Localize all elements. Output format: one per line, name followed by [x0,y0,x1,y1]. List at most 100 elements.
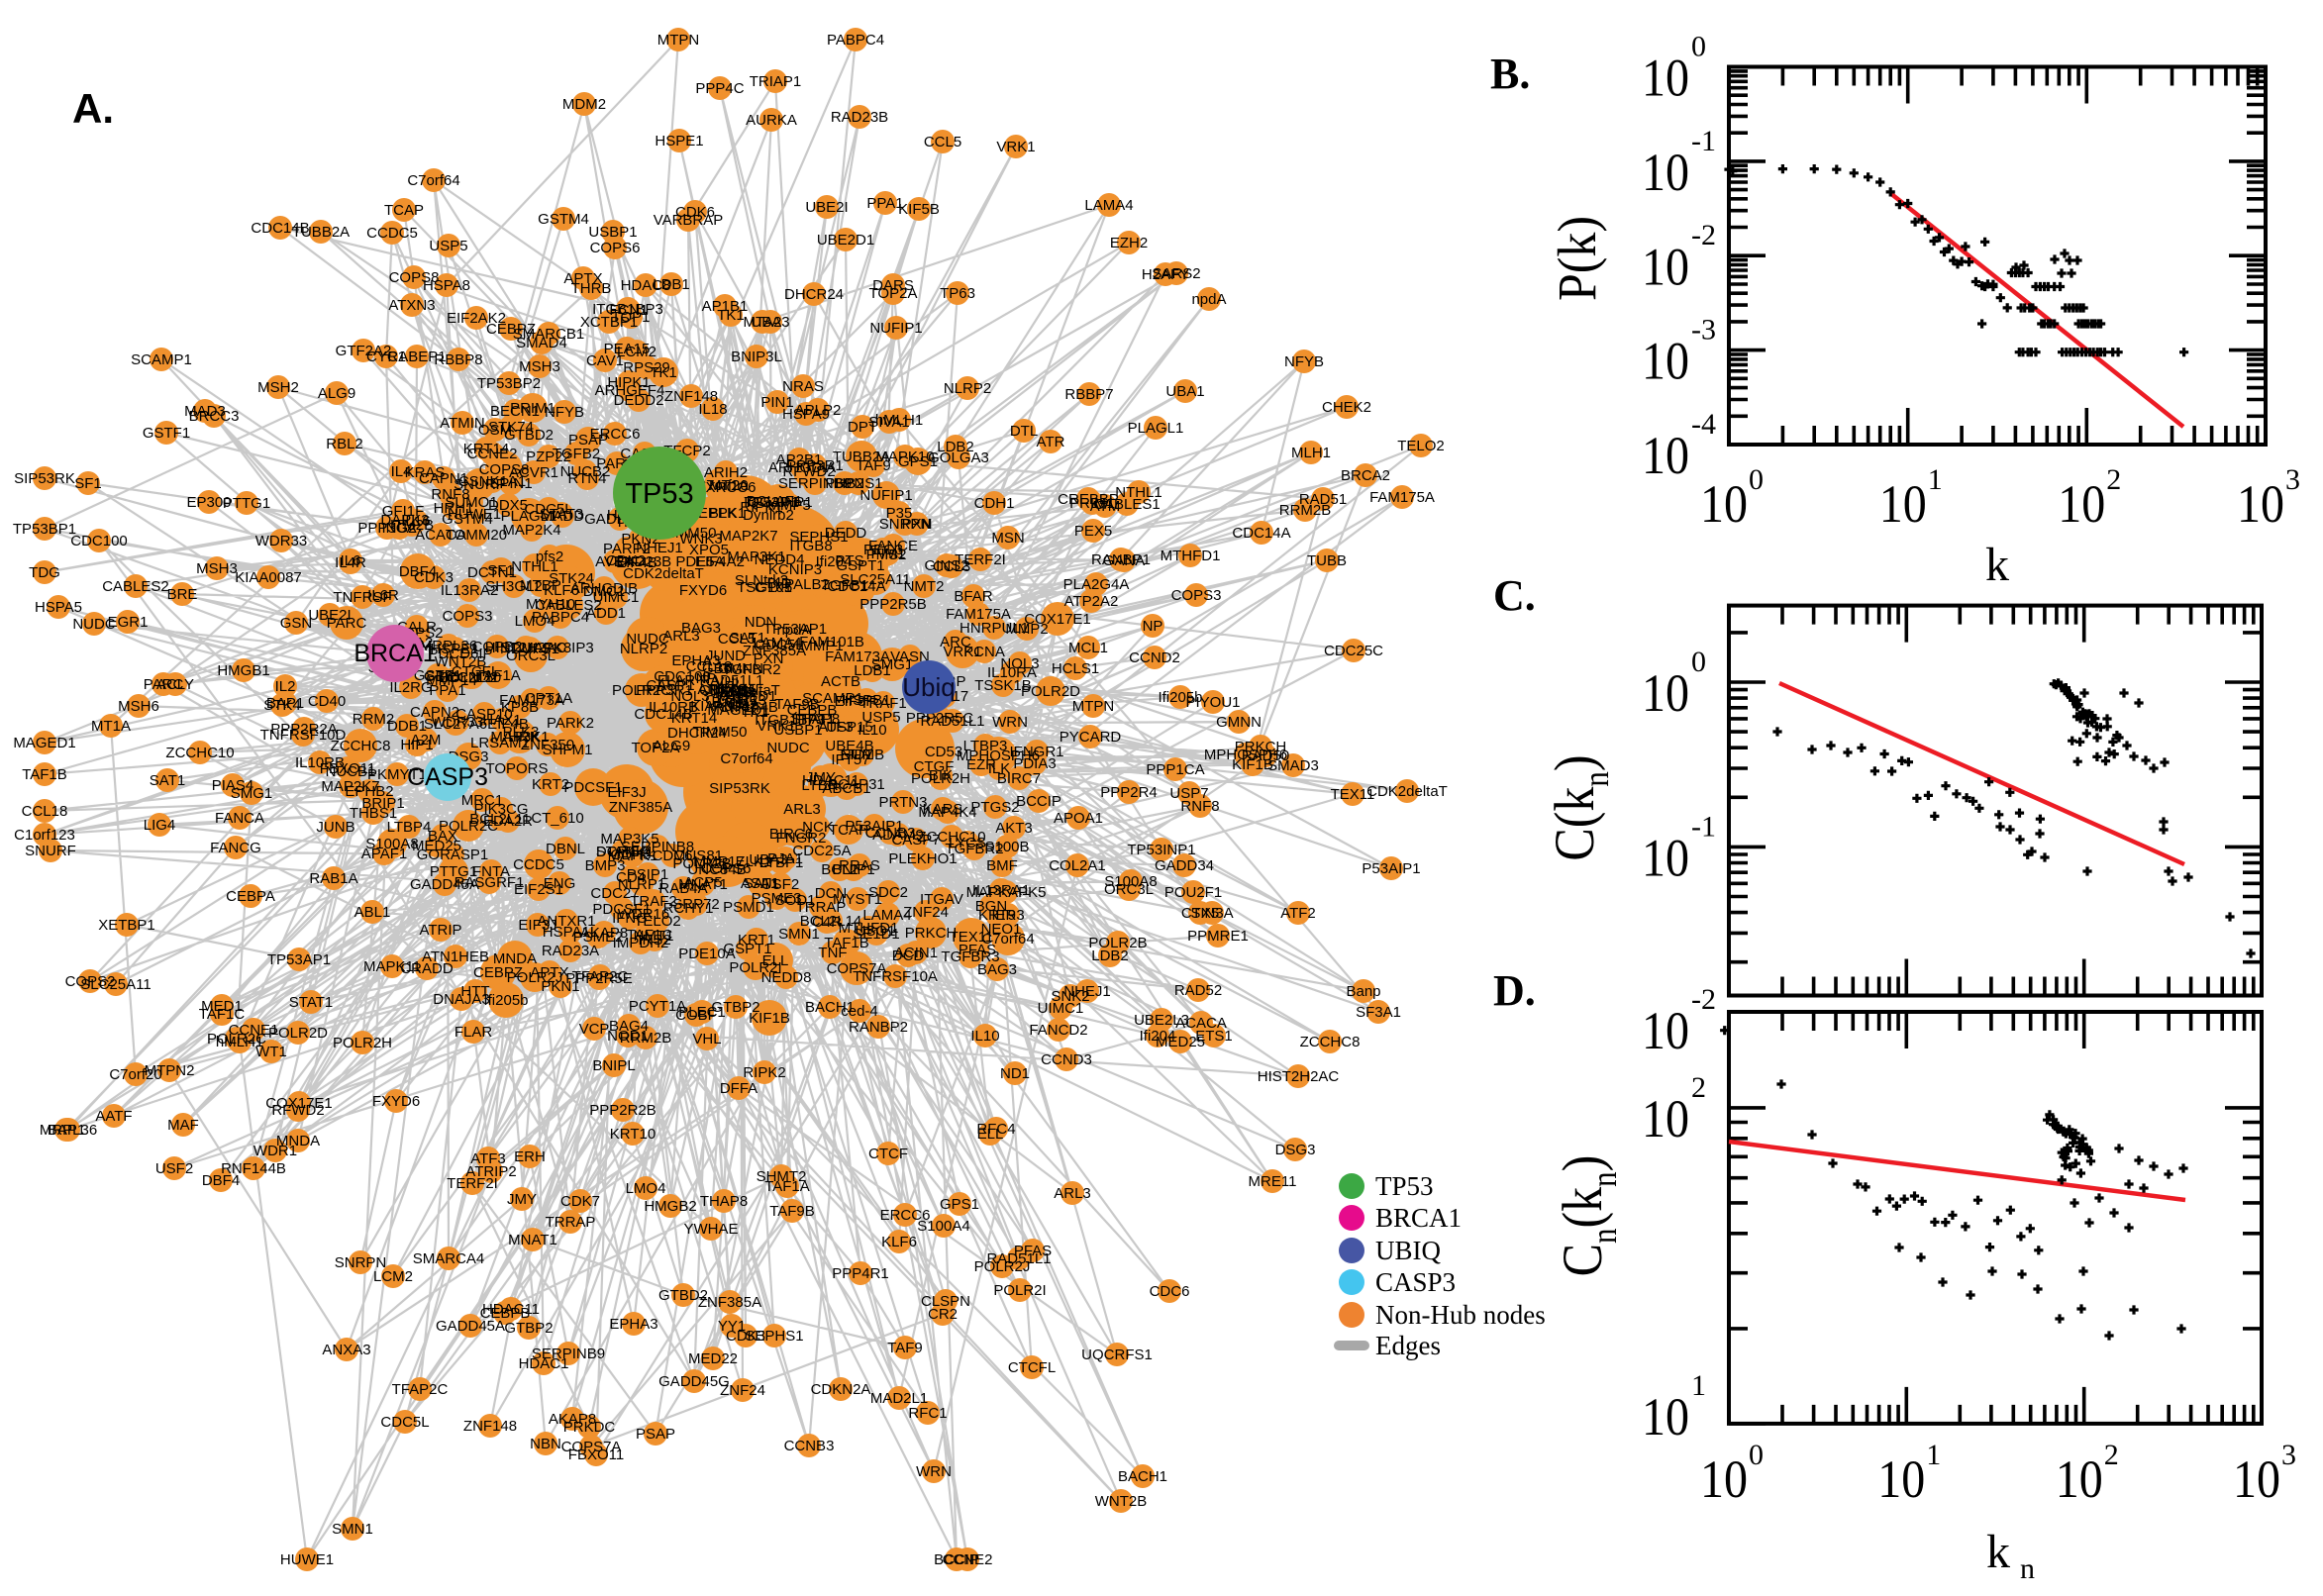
svg-text:TFAP2C: TFAP2C [572,968,629,985]
svg-text:SIP53RK: SIP53RK [14,470,75,487]
svg-text:TP53BP1: TP53BP1 [13,521,76,538]
svg-text:DEDD: DEDD [825,525,867,542]
svg-text:ACIN1: ACIN1 [894,945,938,961]
svg-text:NP: NP [1143,618,1163,635]
svg-text:VRK1: VRK1 [757,718,795,735]
svg-text:RNF8: RNF8 [1180,798,1219,815]
svg-text:SCAMP1: SCAMP1 [802,690,863,707]
svg-text:PYCARD: PYCARD [1060,729,1122,746]
svg-text:UIMC1: UIMC1 [593,589,640,606]
svg-text:NFYB: NFYB [1284,353,1324,370]
svg-text:UBE2I: UBE2I [308,607,351,624]
svg-text:BRCA1: BRCA1 [354,640,436,667]
svg-text:KRT14: KRT14 [463,441,509,457]
svg-text:MMP1: MMP1 [800,638,843,654]
svg-text:TGFB1: TGFB1 [821,577,868,594]
svg-text:GTBD2: GTBD2 [658,1287,708,1304]
svg-text:CR2: CR2 [728,696,758,713]
svg-text:TELO2: TELO2 [634,913,681,930]
svg-text:COPS7A: COPS7A [827,960,887,977]
svg-text:MYH10: MYH10 [526,596,575,613]
svg-text:KLF6: KLF6 [881,1234,917,1250]
svg-text:ELL: ELL [977,1126,1004,1143]
svg-text:HDAC8: HDAC8 [621,277,671,294]
svg-text:NUMB: NUMB [841,747,884,763]
svg-text:Cn(kn): Cn(kn) [1551,1155,1625,1277]
svg-text:SF3A1: SF3A1 [1356,1004,1401,1021]
svg-text:LAMA4: LAMA4 [862,907,911,924]
svg-text:1: 1 [1926,1439,1941,1471]
svg-text:ASA1: ASA1 [741,875,778,892]
svg-text:MTHFD1: MTHFD1 [1161,548,1221,564]
svg-text:POLR2C: POLR2C [612,682,671,699]
svg-text:STAT5A: STAT5A [596,844,650,860]
svg-text:XRCC6: XRCC6 [706,479,757,496]
svg-text:PPP2R5C: PPP2R5C [906,710,974,727]
svg-text:2: 2 [2104,1439,2119,1471]
svg-text:BIRC7: BIRC7 [997,770,1041,787]
svg-text:PPP4R1: PPP4R1 [832,1265,889,1282]
svg-text:MRPL36: MRPL36 [40,1122,97,1139]
svg-text:SMG1: SMG1 [871,656,914,673]
svg-text:SLC25A11: SLC25A11 [80,976,151,993]
svg-text:MTPN2: MTPN2 [145,1062,195,1079]
svg-text:ATRIP2: ATRIP2 [465,1163,516,1180]
svg-text:DFFA: DFFA [720,1080,758,1097]
svg-text:CABLES1: CABLES1 [1093,496,1161,513]
svg-text:CDK2: CDK2 [606,552,646,569]
svg-text:RPS29: RPS29 [623,359,670,376]
svg-text:LIG4: LIG4 [144,817,176,834]
svg-text:CDC100: CDC100 [70,533,128,549]
svg-text:HAX1: HAX1 [482,712,521,729]
svg-text:1: 1 [1691,1369,1706,1402]
svg-text:MAP2K7: MAP2K7 [719,528,777,545]
svg-text:IMPDH2: IMPDH2 [613,935,669,951]
svg-text:ERH: ERH [514,1148,546,1165]
svg-text:NP: NP [696,670,717,687]
svg-text:LCM2: LCM2 [617,344,656,360]
svg-text:NMT1: NMT1 [634,928,674,945]
svg-text:XCTBP1: XCTBP1 [580,314,638,331]
svg-text:FANCG: FANCG [210,840,261,856]
svg-text:S100B: S100B [984,839,1029,855]
svg-text:NRAS: NRAS [782,378,824,395]
svg-text:PRIM1: PRIM1 [1069,495,1115,512]
svg-text:FANCD2: FANCD2 [1029,1022,1087,1039]
svg-text:0: 0 [1691,646,1706,678]
svg-text:LTBP3: LTBP3 [963,738,1008,754]
svg-text:CCL3: CCL3 [933,558,970,575]
svg-text:CTCFL: CTCFL [452,663,499,680]
svg-text:THAP8: THAP8 [792,711,840,728]
svg-text:LDB1: LDB1 [854,662,891,679]
svg-text:MAPKAPK5: MAPKAPK5 [966,884,1047,901]
svg-text:A.: A. [72,85,114,132]
svg-text:NUFIP1: NUFIP1 [859,487,912,504]
svg-text:UBE2I: UBE2I [805,199,848,216]
svg-text:TGFB2: TGFB2 [553,446,600,462]
svg-text:MDM2: MDM2 [562,96,606,113]
svg-text:PSIP1: PSIP1 [627,866,669,883]
svg-text:CHEK2: CHEK2 [1322,399,1371,416]
svg-text:DNAJA3: DNAJA3 [433,991,490,1008]
svg-text:SERPINB9: SERPINB9 [532,1346,605,1362]
svg-text:CDK2deltaT: CDK2deltaT [623,565,704,582]
svg-text:SLC25A11: SLC25A11 [840,571,910,588]
svg-text:CASP3: CASP3 [407,763,488,791]
svg-text:GSPT1: GSPT1 [836,557,884,574]
svg-text:CDH1: CDH1 [974,495,1015,512]
svg-text:BID: BID [766,575,791,592]
svg-text:CCND3: CCND3 [1041,1051,1092,1068]
svg-text:pfs2: pfs2 [536,549,563,565]
svg-text:FXYD6: FXYD6 [679,582,727,599]
svg-text:CPT1A: CPT1A [525,690,572,707]
svg-text:ZNF24: ZNF24 [903,904,949,921]
svg-text:AATF: AATF [95,1108,132,1125]
svg-text:GSTF1: GSTF1 [143,425,190,442]
svg-text:CD53: CD53 [925,744,962,760]
svg-text:TAF1C: TAF1C [199,1006,246,1023]
svg-text:TSG101: TSG101 [737,579,792,596]
svg-text:ARHGDIB: ARHGDIB [570,580,638,597]
svg-text:ZNF385A: ZNF385A [743,643,806,659]
svg-text:WRN: WRN [916,1463,952,1480]
svg-text:Ifi205b: Ifi205b [483,992,528,1009]
